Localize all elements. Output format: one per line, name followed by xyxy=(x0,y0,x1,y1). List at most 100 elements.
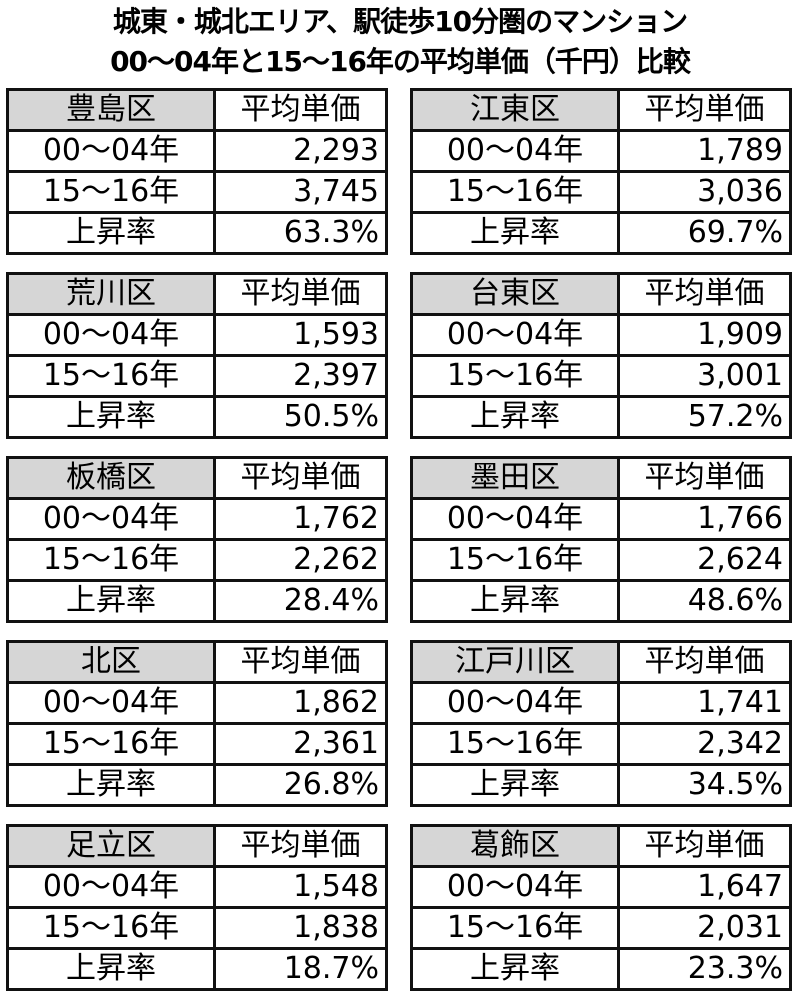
table-header-row: 葛飾区 平均単価 xyxy=(410,824,792,868)
row-value: 69.7% xyxy=(617,211,792,255)
row-value: 3,001 xyxy=(617,354,792,398)
row-label: 15～16年 xyxy=(6,538,216,582)
row-value: 2,397 xyxy=(213,354,388,398)
row-label: 15～16年 xyxy=(6,906,216,950)
ward-table: 台東区 平均単価 00～04年 1,909 15～16年 3,001 上昇率 57.2% xyxy=(410,272,792,439)
row-label: 上昇率 xyxy=(6,395,216,439)
row-label: 00～04年 xyxy=(410,681,620,725)
table-row: 15～16年 3,001 xyxy=(410,354,792,398)
row-value: 1,548 xyxy=(213,865,388,909)
ward-name: 江東区 xyxy=(410,88,620,132)
row-label: 上昇率 xyxy=(410,763,620,807)
row-label: 上昇率 xyxy=(6,579,216,623)
row-label: 15～16年 xyxy=(6,354,216,398)
row-label: 15～16年 xyxy=(6,170,216,214)
table-row: 00～04年 1,741 xyxy=(410,681,792,725)
value-header: 平均単価 xyxy=(213,640,388,684)
row-value: 48.6% xyxy=(617,579,792,623)
row-value: 1,789 xyxy=(617,129,792,173)
table-header-row: 荒川区 平均単価 xyxy=(6,272,388,316)
row-value: 2,262 xyxy=(213,538,388,582)
row-label: 00～04年 xyxy=(410,129,620,173)
table-row: 上昇率 23.3% xyxy=(410,947,792,991)
ward-table: 足立区 平均単価 00～04年 1,548 15～16年 1,838 上昇率 18.7% xyxy=(6,824,388,991)
row-value: 3,745 xyxy=(213,170,388,214)
table-row: 00～04年 2,293 xyxy=(6,129,388,173)
table-row: 00～04年 1,548 xyxy=(6,865,388,909)
row-value: 57.2% xyxy=(617,395,792,439)
row-label: 00～04年 xyxy=(410,497,620,541)
row-value: 23.3% xyxy=(617,947,792,991)
table-row: 15～16年 2,624 xyxy=(410,538,792,582)
row-value: 1,909 xyxy=(617,313,792,357)
row-value: 2,361 xyxy=(213,722,388,766)
table-row: 00～04年 1,762 xyxy=(6,497,388,541)
value-header: 平均単価 xyxy=(617,824,792,868)
value-header: 平均単価 xyxy=(617,88,792,132)
row-label: 15～16年 xyxy=(410,170,620,214)
ward-name: 荒川区 xyxy=(6,272,216,316)
row-value: 2,342 xyxy=(617,722,792,766)
ward-table: 北区 平均単価 00～04年 1,862 15～16年 2,361 上昇率 26.8% xyxy=(6,640,388,807)
title-line-2: 00～04年と15～16年の平均単価（千円）比較 xyxy=(110,45,691,78)
ward-table: 葛飾区 平均単価 00～04年 1,647 15～16年 2,031 上昇率 23.3% xyxy=(410,824,792,991)
value-header: 平均単価 xyxy=(617,456,792,500)
row-value: 1,593 xyxy=(213,313,388,357)
ward-table: 板橋区 平均単価 00～04年 1,762 15～16年 2,262 上昇率 28.4% xyxy=(6,456,388,623)
table-row: 上昇率 28.4% xyxy=(6,579,388,623)
table-row: 15～16年 3,745 xyxy=(6,170,388,214)
table-row: 00～04年 1,862 xyxy=(6,681,388,725)
table-row: 上昇率 63.3% xyxy=(6,211,388,255)
table-header-row: 足立区 平均単価 xyxy=(6,824,388,868)
table-row: 00～04年 1,909 xyxy=(410,313,792,357)
ward-table: 墨田区 平均単価 00～04年 1,766 15～16年 2,624 上昇率 48.6% xyxy=(410,456,792,623)
row-value: 28.4% xyxy=(213,579,388,623)
table-row: 15～16年 2,031 xyxy=(410,906,792,950)
row-value: 3,036 xyxy=(617,170,792,214)
ward-name: 台東区 xyxy=(410,272,620,316)
row-value: 2,293 xyxy=(213,129,388,173)
table-header-row: 北区 平均単価 xyxy=(6,640,388,684)
row-label: 15～16年 xyxy=(410,906,620,950)
table-row: 00～04年 1,766 xyxy=(410,497,792,541)
table-row: 00～04年 1,593 xyxy=(6,313,388,357)
table-header-row: 台東区 平均単価 xyxy=(410,272,792,316)
ward-name: 北区 xyxy=(6,640,216,684)
row-label: 15～16年 xyxy=(410,354,620,398)
title-line-1: 城東・城北エリア、駅徒歩10分圏のマンション xyxy=(112,5,688,38)
value-header: 平均単価 xyxy=(617,640,792,684)
row-label: 00～04年 xyxy=(6,681,216,725)
ward-name: 江戸川区 xyxy=(410,640,620,684)
row-value: 18.7% xyxy=(213,947,388,991)
row-label: 00～04年 xyxy=(6,313,216,357)
row-value: 1,762 xyxy=(213,497,388,541)
row-value: 26.8% xyxy=(213,763,388,807)
table-row: 上昇率 48.6% xyxy=(410,579,792,623)
value-header: 平均単価 xyxy=(617,272,792,316)
ward-name: 足立区 xyxy=(6,824,216,868)
row-value: 1,838 xyxy=(213,906,388,950)
row-label: 15～16年 xyxy=(410,538,620,582)
row-label: 上昇率 xyxy=(410,947,620,991)
row-label: 上昇率 xyxy=(6,947,216,991)
table-row: 上昇率 69.7% xyxy=(410,211,792,255)
table-row: 15～16年 2,397 xyxy=(6,354,388,398)
value-header: 平均単価 xyxy=(213,824,388,868)
table-row: 15～16年 3,036 xyxy=(410,170,792,214)
ward-name: 板橋区 xyxy=(6,456,216,500)
table-row: 15～16年 1,838 xyxy=(6,906,388,950)
row-value: 1,741 xyxy=(617,681,792,725)
value-header: 平均単価 xyxy=(213,456,388,500)
row-label: 00～04年 xyxy=(410,313,620,357)
row-label: 00～04年 xyxy=(6,129,216,173)
table-row: 00～04年 1,789 xyxy=(410,129,792,173)
ward-name: 墨田区 xyxy=(410,456,620,500)
table-header-row: 江戸川区 平均単価 xyxy=(410,640,792,684)
row-value: 1,647 xyxy=(617,865,792,909)
table-row: 上昇率 50.5% xyxy=(6,395,388,439)
ward-table: 江戸川区 平均単価 00～04年 1,741 15～16年 2,342 上昇率 34.5% xyxy=(410,640,792,807)
value-header: 平均単価 xyxy=(213,272,388,316)
ward-name: 葛飾区 xyxy=(410,824,620,868)
row-label: 00～04年 xyxy=(410,865,620,909)
row-value: 2,031 xyxy=(617,906,792,950)
